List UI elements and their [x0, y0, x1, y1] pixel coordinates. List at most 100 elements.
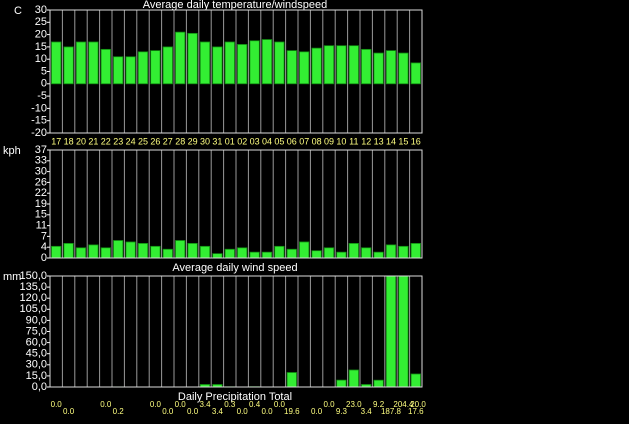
- bar: [75, 247, 87, 258]
- bar: [286, 50, 297, 85]
- bar: [361, 247, 372, 258]
- bar: [150, 50, 161, 85]
- bar: [361, 48, 372, 85]
- x-tick-label: 20: [76, 136, 86, 146]
- value-label: 3.4: [199, 400, 211, 409]
- x-tick-label: 14: [386, 136, 396, 146]
- bar: [63, 243, 74, 258]
- value-label: 9.3: [336, 407, 348, 416]
- value-label: 0.0: [311, 407, 323, 416]
- bar: [113, 240, 124, 258]
- x-tick-label: 03: [250, 136, 260, 146]
- y-tick-label: 0,0: [32, 381, 47, 393]
- y-axis-label: C: [14, 5, 22, 17]
- value-label: 0.0: [63, 407, 75, 416]
- bar: [398, 52, 409, 85]
- bar: [336, 45, 347, 85]
- bar: [187, 32, 198, 85]
- bar: [348, 45, 359, 85]
- chart-title: Average daily wind speed: [172, 262, 297, 274]
- x-tick-label: 22: [101, 136, 111, 146]
- value-label: 0.0: [274, 400, 286, 409]
- x-tick-label: 31: [212, 136, 222, 146]
- value-label: 0.0: [150, 400, 162, 409]
- bar: [63, 46, 74, 85]
- y-tick-label: -15: [31, 115, 47, 127]
- bar: [100, 247, 111, 258]
- plot-frame: [49, 9, 423, 134]
- y-tick-label: -10: [31, 102, 47, 114]
- x-tick-label: 17: [51, 136, 61, 146]
- bar: [249, 40, 260, 85]
- bar: [385, 244, 397, 258]
- y-tick-label: 45,0: [26, 348, 47, 360]
- y-tick-label: 5: [41, 65, 47, 77]
- bar: [88, 244, 99, 258]
- value-label: 3.4: [361, 407, 373, 416]
- value-label: 0.0: [261, 407, 273, 416]
- x-tick-label: 28: [175, 136, 185, 146]
- bar: [323, 247, 335, 258]
- y-tick-label: 33: [35, 155, 47, 167]
- value-label: 19.6: [284, 407, 300, 416]
- value-label: 17.6: [408, 407, 424, 416]
- bar: [125, 241, 136, 258]
- bar: [88, 41, 99, 85]
- bar: [162, 46, 173, 85]
- value-label: 0.0: [162, 407, 174, 416]
- y-tick-label: 7: [41, 230, 47, 242]
- x-tick-label: 29: [188, 136, 198, 146]
- bar: [224, 248, 235, 258]
- bar: [286, 248, 297, 258]
- bar: [212, 384, 223, 387]
- bar: [113, 56, 124, 85]
- x-tick-label: 18: [64, 136, 74, 146]
- bar: [348, 369, 359, 387]
- bar: [348, 243, 359, 258]
- bar: [410, 243, 421, 258]
- x-tick-label: 07: [299, 136, 309, 146]
- y-tick-label: 150,0: [19, 270, 47, 282]
- bar: [100, 48, 111, 85]
- x-tick-label: 05: [274, 136, 284, 146]
- x-tick-label: 01: [225, 136, 235, 146]
- bar: [410, 62, 421, 85]
- bar: [323, 45, 335, 85]
- y-tick-label: 120,0: [19, 292, 47, 304]
- bar: [336, 251, 347, 258]
- x-tick-label: 25: [138, 136, 148, 146]
- y-tick-label: 30,0: [26, 359, 47, 371]
- x-tick-label: 04: [262, 136, 272, 146]
- x-tick-label: 26: [150, 136, 160, 146]
- bar: [175, 31, 186, 85]
- bar: [299, 51, 310, 85]
- value-label: 0.0: [237, 407, 249, 416]
- value-label: 0.0: [175, 400, 187, 409]
- bar: [75, 41, 87, 85]
- bar: [361, 384, 372, 387]
- bar: [299, 241, 310, 258]
- y-tick-label: 22: [35, 187, 47, 199]
- bar: [199, 41, 211, 85]
- bar: [373, 251, 384, 258]
- bar: [261, 251, 273, 258]
- y-tick-label: 30: [35, 4, 47, 16]
- x-tick-label: 02: [237, 136, 247, 146]
- plot-frame: [49, 275, 423, 388]
- y-tick-label: 0: [41, 252, 47, 264]
- bar: [125, 56, 136, 85]
- plot-frame: [49, 149, 423, 259]
- bar: [311, 250, 322, 258]
- bar: [385, 276, 397, 387]
- bar: [373, 379, 384, 387]
- value-label: 0.3: [224, 400, 236, 409]
- bar: [410, 373, 421, 387]
- bars: [51, 31, 421, 85]
- x-tick-label: 08: [312, 136, 322, 146]
- x-tick-label: 13: [374, 136, 384, 146]
- value-label: 23.0: [346, 400, 362, 409]
- value-label: 9.2: [373, 400, 385, 409]
- bar: [261, 39, 273, 85]
- y-tick-label: 11: [36, 220, 47, 232]
